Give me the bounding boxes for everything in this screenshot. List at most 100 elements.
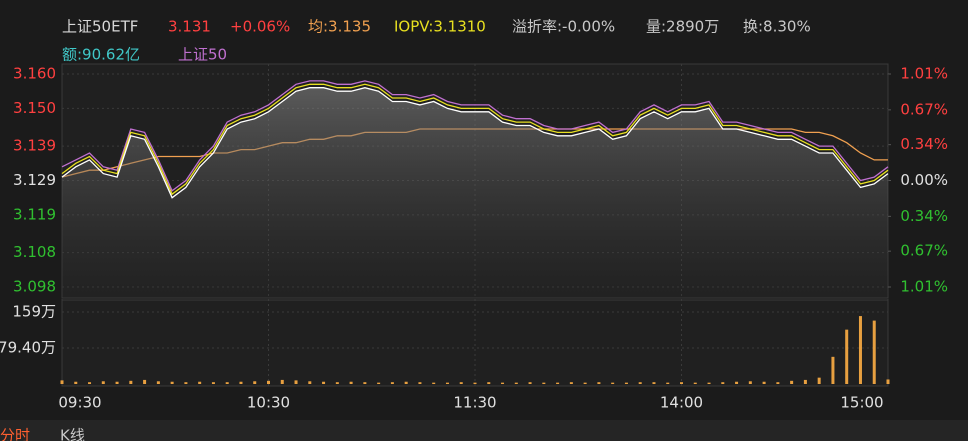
volume-bar [198,381,202,384]
volume-bar [886,379,890,384]
volume-bar [129,380,133,384]
volume-bar [74,381,78,384]
volume-bar [790,380,794,384]
volume-bar [817,377,821,384]
volume-bar [872,320,876,384]
volume-bar [652,382,656,384]
volume-bar [803,379,807,384]
volume-bar [735,381,739,384]
price-area [62,87,888,297]
volume-bar [597,382,601,384]
volume-bar [445,382,449,384]
tab-bar [0,420,968,441]
series-line [61,83,889,196]
volume-panel [61,299,889,387]
volume-bar [60,380,64,384]
premium: 溢折率:-0.00% [512,18,615,36]
volume-bar [638,382,642,384]
volume-bar [721,382,725,384]
volume-bar [514,382,518,384]
y-tick-label: 159万 [12,303,56,321]
header: 上证50ETF 3.131 +0.06% 均:3.135 IOPV:3.1310… [62,18,811,64]
volume-bar [322,381,326,384]
y-tick-label: 3.108 [13,243,56,261]
y-tick-label: 3.150 [13,99,56,117]
y2-tick-label: 1.01% [900,278,948,296]
avg: 均:3.135 [308,18,371,36]
series-line [61,80,889,192]
volume-bar [528,382,532,384]
y-tick-label: 3.139 [13,137,56,155]
volume-bar [404,381,408,384]
y2-tick-label: 0.34% [900,207,948,225]
x-tick-label: 09:30 [58,394,101,412]
tab[interactable]: 分时 [0,427,30,441]
volume-bar [776,382,780,384]
y-tick-label: 3.129 [13,171,56,189]
price: 3.131 [168,18,211,36]
volume-bar [666,382,670,384]
volume-bar [611,382,615,384]
volume-bar [253,381,257,384]
volume-bar [762,381,766,384]
volume-bar [225,382,229,384]
volume-bar [349,381,353,384]
volume-bar [377,382,381,384]
volume-bar [390,382,394,384]
volume-bar [294,380,298,384]
volume-bar [143,379,147,384]
x-tick-label: 14:00 [660,394,703,412]
y2-tick-label: 0.00% [900,171,948,189]
volume-bar [501,382,505,384]
tab[interactable]: K线 [60,427,85,441]
y2-tick-label: 0.34% [900,135,948,153]
volume-bar [569,382,573,384]
index-legend: 上证50 [178,46,227,64]
volume-bar [170,381,174,384]
volume-bar [280,379,284,384]
volume-bar [432,382,436,384]
volume-bar [680,382,683,384]
volume-bar [211,382,215,384]
y-tick-label: 79.40万 [0,339,56,357]
y2-tick-label: 0.67% [900,242,948,260]
x-tick-label: 11:30 [453,394,496,412]
volume-bar [583,382,587,384]
volume-bar [156,381,160,384]
y-tick-label: 3.160 [13,65,56,83]
y2-tick-label: 1.01% [900,65,948,83]
y-tick-label: 3.098 [13,278,56,296]
volume-bar [418,382,422,384]
volume-bar [858,316,862,384]
volume-bar [831,356,835,384]
volume-bar [115,381,119,384]
volume-bar [459,382,463,384]
volume-bar [308,381,312,384]
series-line [61,87,889,199]
volume-bar [88,382,92,384]
volume-bar [542,382,546,384]
iopv: IOPV:3.1310 [394,18,486,36]
volume-bar [487,382,491,384]
volume-bar [363,382,367,384]
volume-bar [707,382,711,384]
volume-bar [473,382,477,384]
volume-bar [101,381,105,384]
volume-bar [624,382,628,384]
volume-bar [239,381,243,384]
volume-bar [556,382,560,384]
x-tick-label: 10:30 [247,394,290,412]
volume-bar [335,382,339,384]
turnover: 换:8.30% [743,18,811,36]
volume-bar [184,382,188,384]
volume-bar [693,382,697,384]
y2-tick-label: 0.67% [900,100,948,118]
y-tick-label: 3.119 [13,205,56,223]
volume-bar [845,329,849,384]
volume-bar [267,380,270,384]
etf-name: 上证50ETF [62,18,138,36]
volume: 量:2890万 [646,18,719,36]
x-tick-label: 15:00 [840,394,883,412]
